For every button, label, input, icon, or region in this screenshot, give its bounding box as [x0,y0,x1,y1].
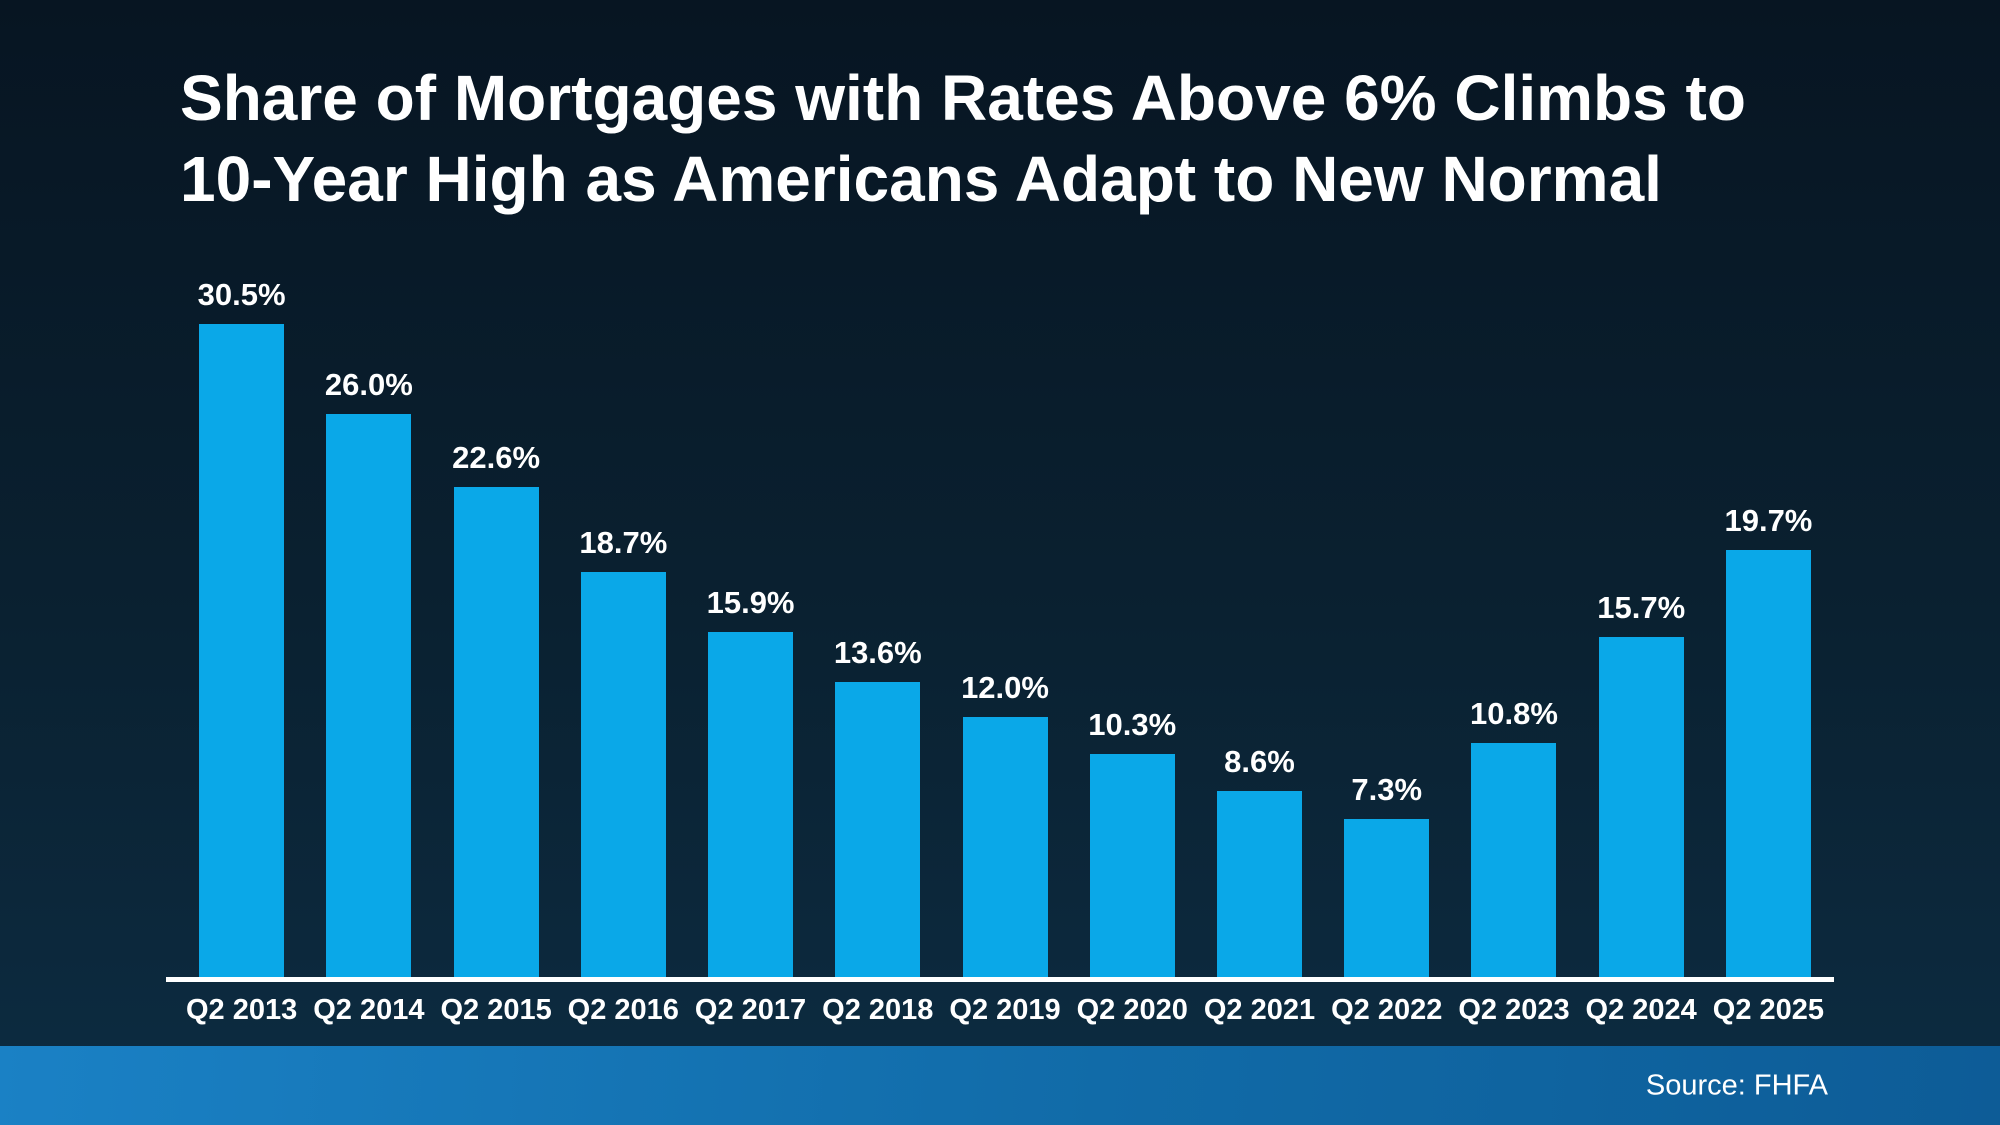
bar-value-label: 26.0% [324,367,413,402]
bar [326,414,412,977]
x-axis-tick-label: Q2 2016 [567,994,679,1026]
footer-band: Source: FHFA [0,1046,2000,1125]
x-axis-tick-label: Q2 2023 [1458,994,1570,1026]
bar [1344,819,1430,977]
bar-value-label: 30.5% [197,277,286,312]
bar-value-label: 15.7% [1597,590,1686,625]
bar [1471,743,1557,977]
x-axis-tick-label: Q2 2025 [1712,994,1825,1026]
bar-value-label: 19.7% [1724,503,1813,538]
x-axis-tick-label: Q2 2017 [694,994,807,1026]
x-axis-tick-label: Q2 2013 [185,994,298,1026]
chart-title: Share of Mortgages with Rates Above 6% C… [180,58,1746,220]
bar-group: 7.3% Q2 2022 [1323,277,1450,1026]
x-axis-tick-label: Q2 2019 [949,994,1061,1026]
source-attribution: Source: FHFA [1645,1069,1828,1101]
bar-group: 10.8% Q2 2023 [1450,277,1577,1026]
x-axis-tick-label: Q2 2015 [440,994,552,1026]
bar [1598,637,1684,977]
bar-group: 22.6% Q2 2015 [432,277,559,1026]
bar-group: 15.7% Q2 2024 [1578,277,1705,1026]
bar [453,487,539,977]
bar [962,717,1048,977]
bar-value-label: 10.8% [1470,696,1558,731]
bar-group: 10.3% Q2 2020 [1069,277,1196,1026]
bar-group: 18.7% Q2 2016 [560,277,687,1026]
bar-value-label: 22.6% [452,440,541,475]
chart-title-line-2: 10-Year High as Americans Adapt to New N… [180,143,1662,215]
x-axis-tick-label: Q2 2021 [1203,994,1316,1026]
bar-value-label: 7.3% [1351,772,1423,807]
bar-group: 30.5% Q2 2013 [178,277,305,1026]
bar-value-label: 15.9% [706,585,795,620]
bar-chart-plot-area: 30.5% Q2 2013 26.0% Q2 2014 22.6% Q2 2015 18.7… [178,277,1832,1026]
bar-group: 12.0% Q2 2019 [941,277,1068,1026]
x-axis-tick-label: Q2 2022 [1331,994,1443,1026]
bar [1089,754,1175,977]
bar-value-label: 10.3% [1088,707,1177,742]
bar [199,324,285,977]
bar [835,682,921,977]
x-axis-tick-label: Q2 2024 [1585,994,1697,1026]
bar-value-label: 12.0% [961,670,1049,705]
bar-value-label: 18.7% [579,525,668,560]
bar-group: 19.7% Q2 2025 [1705,277,1832,1026]
bar [1216,791,1302,977]
bar-group: 15.9% Q2 2017 [687,277,814,1026]
bar [708,632,794,977]
x-axis-tick-label: Q2 2018 [822,994,934,1026]
bar [580,572,666,977]
bar-group: 13.6% Q2 2018 [814,277,941,1026]
bar-value-label: 13.6% [833,635,922,670]
x-axis-tick-label: Q2 2020 [1076,994,1188,1026]
x-axis-baseline [166,977,1834,982]
x-axis-tick-label: Q2 2014 [313,994,425,1026]
bar [1725,550,1811,977]
bar-group: 8.6% Q2 2021 [1196,277,1323,1026]
bar-group: 26.0% Q2 2014 [305,277,432,1026]
bar-value-label: 8.6% [1224,744,1295,779]
chart-title-line-1: Share of Mortgages with Rates Above 6% C… [180,62,1746,134]
